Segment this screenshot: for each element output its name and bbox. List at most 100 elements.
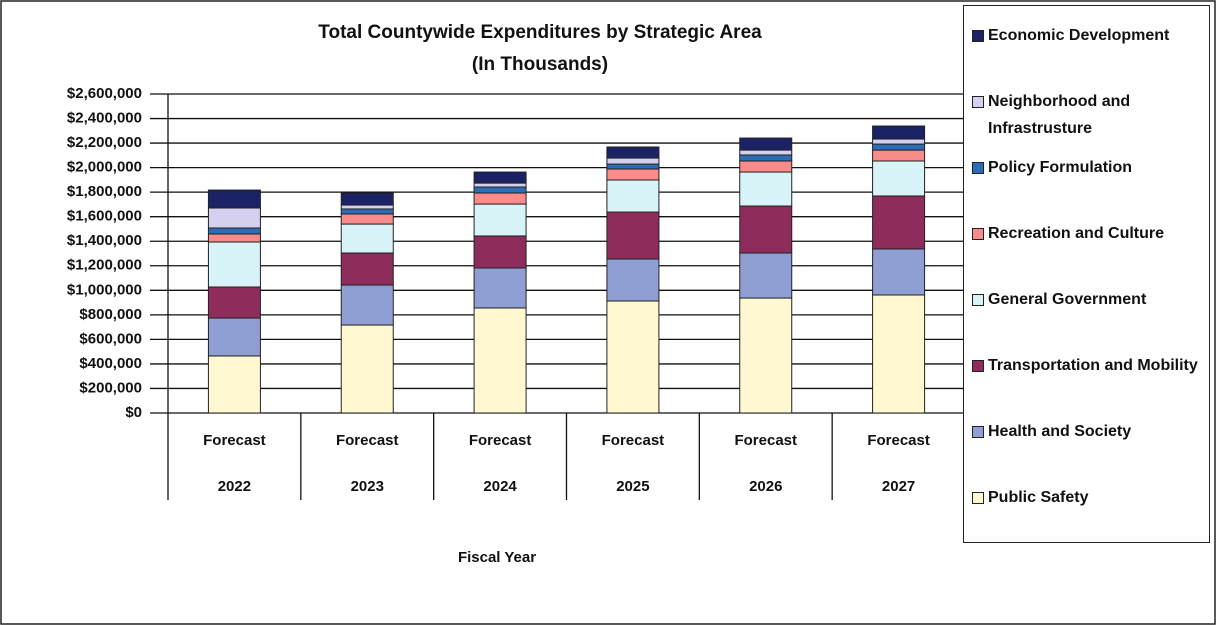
bar-segment <box>606 179 660 213</box>
x-tick-label: 2026 <box>749 478 782 495</box>
x-tick-label: 2024 <box>483 478 517 495</box>
x-tick-label: 2023 <box>351 478 384 495</box>
y-tick-label: $2,600,000 <box>67 85 142 102</box>
bar-segment <box>739 137 793 151</box>
bar-segment <box>207 233 261 243</box>
x-tick-label: 2027 <box>882 478 915 495</box>
bar-segment <box>739 171 793 207</box>
legend-swatch <box>972 228 984 240</box>
bar-segment <box>872 160 926 197</box>
legend-swatch <box>972 294 984 306</box>
bar-segment <box>606 157 660 165</box>
bar-segment <box>340 208 394 215</box>
bar-segment <box>207 189 261 209</box>
y-tick-label: $1,600,000 <box>67 208 142 225</box>
bar-segment <box>473 171 527 184</box>
y-tick-label: $800,000 <box>79 306 142 323</box>
legend-label: General Government <box>988 291 1147 308</box>
legend-entry: Recreation and Culture <box>972 220 1208 247</box>
legend-swatch <box>972 162 984 174</box>
y-tick-label: $2,400,000 <box>67 110 142 127</box>
legend-entry: Transportation and Mobility <box>972 352 1208 379</box>
bar-segment <box>473 307 527 414</box>
legend-swatch <box>972 30 984 42</box>
legend-entry: General Government <box>972 286 1208 313</box>
x-tick-label: Forecast <box>203 432 266 449</box>
bar-segment <box>872 143 926 151</box>
x-tick-label: Forecast <box>867 432 930 449</box>
bar-segment <box>739 149 793 156</box>
bar-segment <box>207 227 261 235</box>
legend-label: Transportation and Mobility <box>988 357 1198 374</box>
bar-segment <box>207 317 261 357</box>
legend-entry: Health and Society <box>972 418 1208 445</box>
bar-segment <box>473 182 527 188</box>
bar-segment <box>473 186 527 194</box>
bar-segment <box>606 163 660 170</box>
x-tick-label: Forecast <box>336 432 399 449</box>
bar-segment <box>739 297 793 414</box>
bar-segment <box>473 203 527 237</box>
bar-segment <box>473 267 527 309</box>
legend-label: Public Safety <box>988 489 1089 506</box>
legend-label: Policy Formulation <box>988 159 1133 176</box>
legend-entry: Policy Formulation <box>972 154 1208 181</box>
bar-segment <box>872 294 926 414</box>
y-tick-label: $400,000 <box>79 355 142 372</box>
x-axis-title: Fiscal Year <box>458 549 536 566</box>
bar-segment <box>207 207 261 229</box>
x-tick-label: 2025 <box>616 478 649 495</box>
x-tick-label: Forecast <box>602 432 665 449</box>
y-tick-label: $1,000,000 <box>67 281 142 298</box>
legend-entry: Economic Development <box>972 22 1208 49</box>
legend-swatch <box>972 96 984 108</box>
bar-segment <box>739 160 793 173</box>
chart-subtitle: (In Thousands) <box>472 54 608 75</box>
y-tick-label: $1,400,000 <box>67 232 142 249</box>
y-tick-label: $200,000 <box>79 379 142 396</box>
bar-segment <box>207 355 261 414</box>
bar-segment <box>872 195 926 250</box>
bar-segment <box>207 241 261 288</box>
bar-segment <box>739 252 793 299</box>
bar-segment <box>340 204 394 210</box>
legend-label: Recreation and Culture <box>988 225 1165 242</box>
bar-segment <box>340 284 394 326</box>
y-tick-label: $0 <box>125 404 142 421</box>
bar-segment <box>606 168 660 181</box>
bar-segment <box>872 125 926 140</box>
bar-segment <box>872 248 926 296</box>
bar-segment <box>606 258 660 302</box>
bar-segment <box>872 138 926 145</box>
bar-segment <box>606 211 660 260</box>
legend-swatch <box>972 360 984 372</box>
bar-segment <box>340 252 394 286</box>
bar-segment <box>340 213 394 225</box>
legend-label: Neighborhood and Infrastrusture <box>988 93 1131 137</box>
x-tick-label: 2022 <box>218 478 251 495</box>
bar-segment <box>872 149 926 162</box>
legend-swatch <box>972 426 984 438</box>
y-tick-label: $1,800,000 <box>67 183 142 200</box>
bar-segment <box>207 286 261 319</box>
bar-segment <box>473 192 527 205</box>
bar-segment <box>739 205 793 254</box>
legend-label: Economic Development <box>988 27 1170 44</box>
x-tick-label: Forecast <box>469 432 532 449</box>
bar-segment <box>606 300 660 414</box>
x-tick-label: Forecast <box>734 432 797 449</box>
y-tick-label: $600,000 <box>79 330 142 347</box>
legend-swatch <box>972 492 984 504</box>
y-tick-label: $2,000,000 <box>67 159 142 176</box>
legend-entry: Neighborhood and Infrastrusture <box>972 88 1208 142</box>
bar-segment <box>473 235 527 269</box>
chart-title: Total Countywide Expenditures by Strateg… <box>318 22 762 43</box>
y-tick-label: $1,200,000 <box>67 257 142 274</box>
legend-label: Health and Society <box>988 423 1132 440</box>
bar-segment <box>340 192 394 206</box>
legend-entry: Public Safety <box>972 484 1208 511</box>
y-tick-label: $2,200,000 <box>67 134 142 151</box>
bar-segment <box>606 146 660 159</box>
